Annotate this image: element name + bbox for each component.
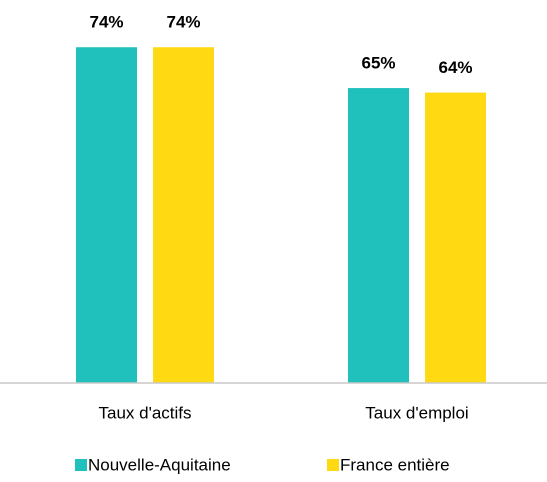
bar <box>425 92 486 383</box>
bar <box>348 88 409 383</box>
bar <box>153 47 214 383</box>
value-label: 74% <box>89 13 123 32</box>
value-label: 65% <box>361 54 395 73</box>
x-tick-label: Taux d'emploi <box>365 403 468 422</box>
bar <box>76 47 137 383</box>
x-tick-label: Taux d'actifs <box>98 403 191 422</box>
legend-label: Nouvelle-Aquitaine <box>88 455 231 474</box>
legend-swatch <box>75 459 87 471</box>
value-label: 74% <box>166 13 200 32</box>
legend-swatch <box>327 459 339 471</box>
value-label: 64% <box>438 58 472 77</box>
legend-label: France entière <box>340 455 450 474</box>
